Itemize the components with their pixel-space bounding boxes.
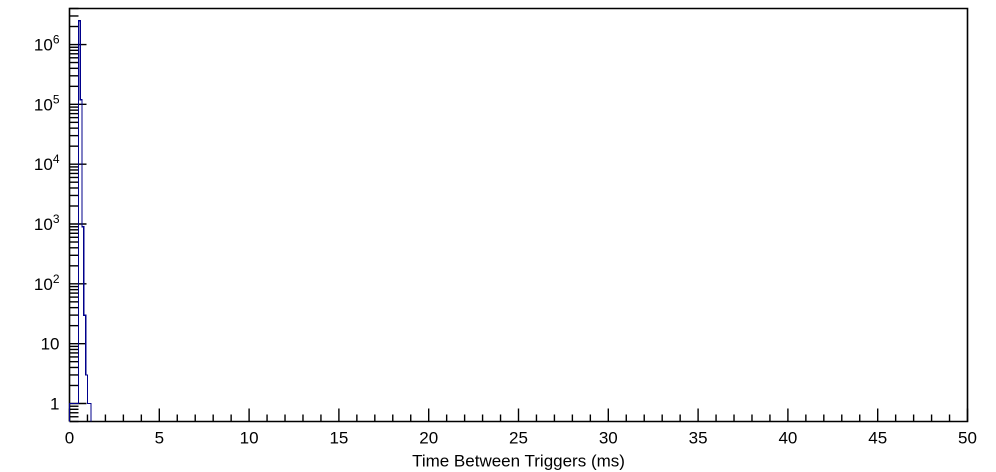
y-tick-label: 105 [34,92,60,114]
histogram-outline [68,20,92,422]
y-tick-label: 106 [34,33,60,55]
x-tick-labels: 0 5 10 15 20 25 30 35 40 45 50 [65,429,977,448]
x-axis-title: Time Between Triggers (ms) [412,452,625,471]
frame-border [68,7,969,423]
x-axis-ticks [68,408,969,422]
x-tick-label: 45 [868,429,887,448]
x-tick-label: 40 [778,429,797,448]
y-tick-label: 103 [34,212,60,234]
y-tick-label: 102 [34,272,60,294]
x-tick-label: 30 [599,429,618,448]
y-tick-labels: 1 10 102 103 104 105 106 [34,33,60,414]
x-tick-label: 5 [155,429,164,448]
x-tick-label: 35 [689,429,708,448]
plot-frame [68,7,969,423]
x-tick-label: 25 [509,429,528,448]
x-tick-label: 50 [958,429,977,448]
x-tick-label: 20 [419,429,438,448]
histogram-series [68,20,92,422]
x-tick-label: 15 [329,429,348,448]
x-tick-label: 10 [240,429,259,448]
y-tick-label: 1 [50,394,59,413]
x-tick-label: 0 [65,429,74,448]
y-tick-label: 104 [34,152,60,174]
y-tick-label: 10 [41,335,60,354]
